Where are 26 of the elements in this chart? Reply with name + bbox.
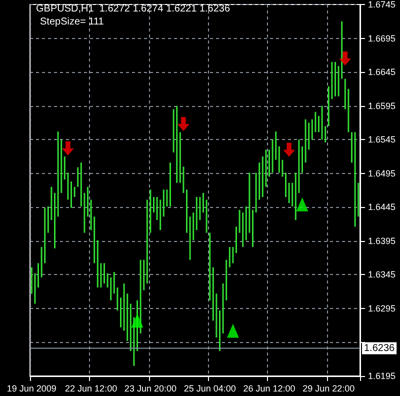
y-tick-label: 1.6345 xyxy=(368,270,396,280)
point xyxy=(296,197,308,212)
x-tick-label: 22 Jun 12:00 xyxy=(65,384,118,394)
y-tick-label: 1.6595 xyxy=(368,100,396,111)
y-tick-label: 1.6395 xyxy=(368,236,396,246)
x-tick-label: 19 Jun 2009 xyxy=(6,384,56,394)
point xyxy=(283,142,296,157)
y-tick-label: 1.6195 xyxy=(368,371,396,381)
point xyxy=(226,324,239,338)
x-tick-label: 23 Jun 20:00 xyxy=(124,384,176,394)
x-tick-label: 26 Jun 12:00 xyxy=(243,384,296,394)
text: StepSize= 111 xyxy=(40,16,104,28)
y-tick-label: 1.6495 xyxy=(368,168,396,178)
x-tick-label: 29 Jun 22:00 xyxy=(302,384,355,394)
y-tick-label: 1.6295 xyxy=(368,303,396,314)
point xyxy=(177,117,190,132)
y-tick-label: 1.6645 xyxy=(368,67,396,78)
x-tick-label: 25 Jun 04:00 xyxy=(184,384,236,394)
y-tick-label: 1.6445 xyxy=(368,202,396,212)
point xyxy=(339,52,352,66)
ref-line-label: 1.6236 xyxy=(364,342,396,354)
y-tick-label: 1.6745 xyxy=(368,0,396,10)
y-tick-label: 1.6695 xyxy=(368,33,396,44)
point xyxy=(62,141,74,156)
y-tick-label: 1.6545 xyxy=(368,134,396,145)
point xyxy=(131,314,144,328)
